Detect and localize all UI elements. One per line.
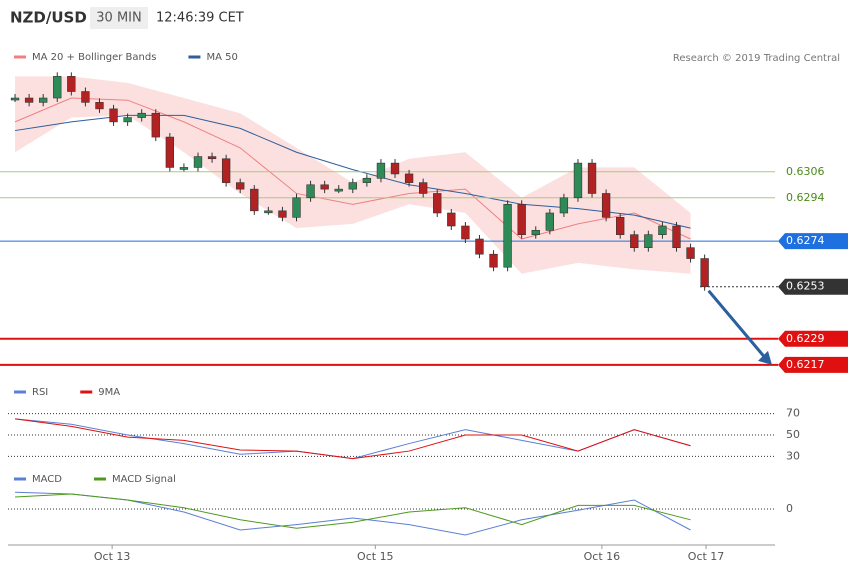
candle: [39, 97, 48, 103]
candle: [292, 197, 301, 218]
level-label: 0.6217: [786, 358, 825, 371]
candle: [362, 177, 372, 183]
forecast-arrow: [707, 289, 768, 360]
x-tick-label: Oct 15: [357, 550, 394, 563]
candle: [475, 238, 484, 255]
candle: [81, 91, 90, 103]
x-tick-label: Oct 13: [94, 550, 131, 563]
interval-box: [90, 7, 148, 29]
candle: [221, 158, 231, 183]
candle: [517, 204, 526, 235]
candle: [644, 234, 653, 248]
legend-label: MA 20 + Bollinger Bands: [32, 52, 156, 63]
candle: [151, 112, 160, 138]
candle: [95, 102, 104, 110]
candle: [447, 212, 456, 227]
candle: [376, 162, 386, 179]
indicator-line: [14, 418, 691, 460]
candle: [306, 184, 315, 199]
candle: [334, 188, 343, 192]
forecast-arrowhead: [758, 350, 772, 365]
candle: [10, 97, 20, 101]
level-label-box: [778, 330, 848, 347]
candle: [531, 230, 540, 235]
indicator-line: [14, 418, 691, 460]
y-tick-label: 0: [786, 502, 793, 515]
level-label-box: [778, 278, 848, 295]
candle: [165, 136, 175, 168]
candle: [67, 76, 76, 92]
candle: [545, 212, 554, 231]
candle: [601, 193, 611, 218]
level-label: 0.6253: [786, 280, 825, 293]
legend-label: MACD: [32, 474, 62, 485]
candle: [53, 76, 62, 99]
legend-label: MACD Signal: [112, 474, 176, 485]
level-label-box: [778, 356, 848, 373]
level-label-box: [778, 233, 848, 250]
candle: [700, 258, 709, 288]
candle: [461, 225, 470, 240]
legend-label: RSI: [32, 387, 48, 398]
candle: [250, 188, 259, 212]
candle: [24, 97, 34, 103]
interval: 30 MIN: [96, 11, 141, 26]
candle: [179, 167, 189, 170]
time: 12:46:39 CET: [156, 11, 244, 26]
candle: [320, 184, 329, 190]
x-tick-label: Oct 16: [584, 550, 621, 563]
candle: [503, 204, 512, 268]
candle: [630, 234, 639, 248]
indicator-line: [15, 493, 691, 529]
candle: [264, 210, 273, 214]
level-label: 0.6294: [786, 191, 825, 204]
y-tick-label: 70: [786, 407, 800, 420]
candle: [573, 162, 583, 199]
candle: [207, 156, 217, 160]
candle: [236, 182, 245, 190]
x-tick-label: Oct 17: [688, 550, 725, 563]
candle: [418, 182, 428, 194]
candle: [348, 182, 357, 190]
candle: [193, 156, 203, 168]
candle: [137, 112, 146, 118]
candle: [672, 225, 681, 248]
level-label: 0.6229: [786, 332, 825, 345]
candle: [123, 117, 132, 123]
level-label: 0.6306: [786, 165, 825, 178]
legend-label: MA 50: [206, 52, 237, 63]
candle: [278, 210, 287, 218]
y-tick-label: 50: [786, 428, 800, 441]
candle: [390, 162, 400, 175]
symbol: NZD/USD: [10, 9, 87, 27]
candle: [686, 247, 695, 259]
candle: [433, 193, 442, 214]
candle: [404, 173, 414, 183]
legend-label: 9MA: [98, 387, 120, 398]
candle: [109, 108, 118, 123]
candle: [658, 225, 667, 235]
y-tick-label: 30: [786, 449, 800, 462]
ma20-line: [14, 97, 691, 240]
candle: [587, 162, 597, 194]
credit: Research © 2019 Trading Central: [673, 53, 840, 64]
candle: [489, 253, 498, 268]
candle: [616, 217, 625, 235]
candle: [559, 197, 569, 214]
level-label: 0.6274: [786, 234, 825, 247]
